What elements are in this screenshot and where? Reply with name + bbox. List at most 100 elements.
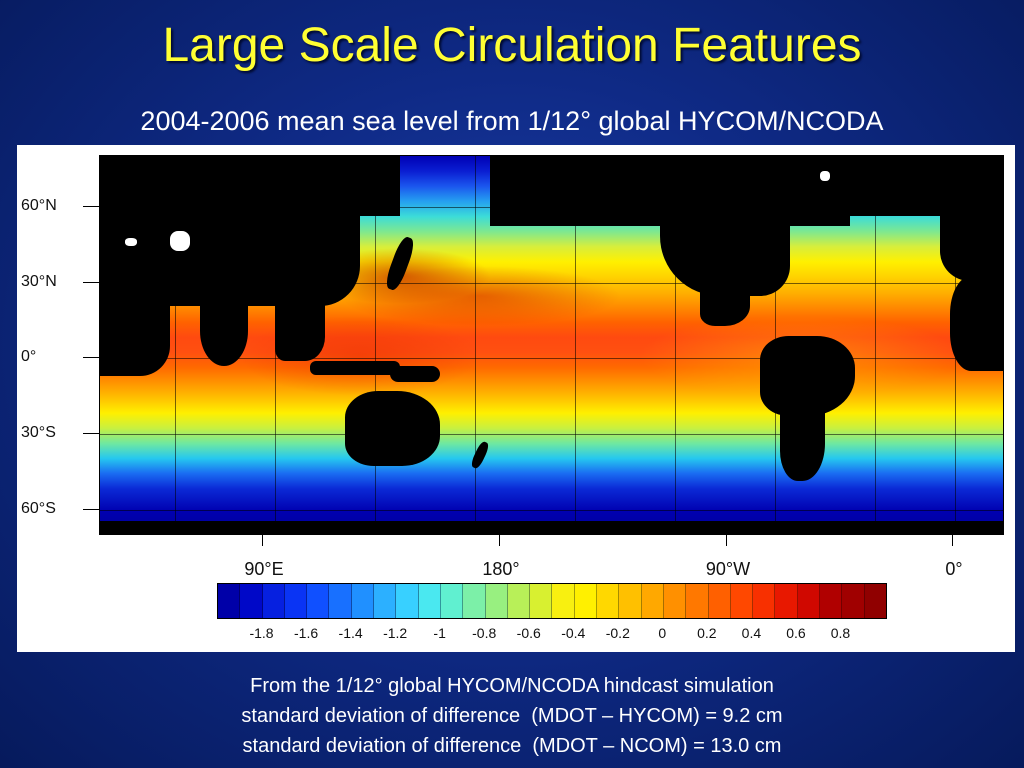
ice-patch xyxy=(125,238,137,246)
colorbar-tick-label: -1.4 xyxy=(338,625,363,641)
lat-tick xyxy=(83,357,99,358)
sea-level-map xyxy=(99,155,1004,535)
ice-patch xyxy=(170,231,190,251)
colorbar-tick-label: 0.2 xyxy=(697,625,717,641)
lon-label-0: 0° xyxy=(945,559,963,579)
landmass-africa-east xyxy=(100,296,170,376)
lon-label-90e: 90°E xyxy=(244,559,284,579)
lon-label-90w: 90°W xyxy=(705,559,751,579)
colorbar-tick-label: -0.2 xyxy=(605,625,630,641)
gridline xyxy=(175,156,176,534)
colorbar-swatch xyxy=(775,584,798,618)
landmass-new-guinea xyxy=(390,366,440,382)
caption: From the 1/12° global HYCOM/NCODA hindca… xyxy=(0,671,1024,761)
gridline xyxy=(575,156,576,534)
colorbar-swatch xyxy=(240,584,263,618)
landmass-asia xyxy=(100,211,360,306)
colorbar-tick-label: -1.6 xyxy=(294,625,319,641)
lon-tick xyxy=(952,534,953,546)
colorbar-swatch xyxy=(708,584,731,618)
lat-label-30s: 30°S xyxy=(21,424,56,441)
colorbar-swatch xyxy=(753,584,776,618)
gridline xyxy=(100,358,1003,359)
lon-tick xyxy=(499,534,500,546)
landmass-antarctica xyxy=(100,521,1003,534)
colorbar-swatch xyxy=(641,584,664,618)
landmass-arctic xyxy=(490,156,850,226)
colorbar-tick-label: -0.8 xyxy=(472,625,497,641)
colorbar-swatch xyxy=(307,584,330,618)
landmass-greenland-europe xyxy=(820,156,1003,216)
slide-subtitle: 2004-2006 mean sea level from 1/12° glob… xyxy=(140,106,884,136)
lat-tick xyxy=(83,509,99,510)
figure-panel: 60°N 30°N 0° 30°S 60°S xyxy=(17,145,1015,652)
lat-tick xyxy=(83,433,99,434)
lon-tick xyxy=(262,534,263,546)
lat-tick xyxy=(83,206,99,207)
colorbar-swatch xyxy=(552,584,575,618)
colorbar-swatch xyxy=(686,584,709,618)
colorbar-swatch xyxy=(374,584,397,618)
landmass-eurasia xyxy=(100,156,400,216)
caption-line-2: standard deviation of difference (MDOT –… xyxy=(241,705,783,727)
landmass-indonesia xyxy=(310,361,400,375)
landmass-new-zealand xyxy=(469,440,491,470)
landmass-india xyxy=(200,296,248,366)
colorbar-tick-label: -1 xyxy=(433,625,446,641)
colorbar-tick-label: 0.4 xyxy=(741,625,762,641)
gridline xyxy=(675,156,676,534)
landmass-europe xyxy=(940,211,1003,281)
colorbar-swatch xyxy=(820,584,843,618)
colorbar xyxy=(217,583,887,619)
colorbar-swatch xyxy=(842,584,865,618)
colorbar-swatch xyxy=(530,584,553,618)
colorbar-swatch xyxy=(663,584,687,618)
slide-title: Large Scale Circulation Features xyxy=(162,19,862,72)
lat-label-60s: 60°S xyxy=(21,500,56,517)
gridline xyxy=(100,510,1003,511)
colorbar-tick-label: 0.6 xyxy=(786,625,806,641)
landmass-south-america xyxy=(760,336,855,416)
lon-label-180: 180° xyxy=(482,559,520,579)
ice-patch xyxy=(820,171,830,181)
colorbar-swatch xyxy=(440,584,464,618)
lat-label-equator: 0° xyxy=(21,348,37,365)
landmass-australia xyxy=(345,391,440,466)
caption-line-1: From the 1/12° global HYCOM/NCODA hindca… xyxy=(250,675,774,697)
colorbar-swatch xyxy=(396,584,419,618)
colorbar-swatch xyxy=(797,584,821,618)
caption-line-3: standard deviation of difference (MDOT –… xyxy=(242,735,782,757)
lat-tick xyxy=(83,282,99,283)
colorbar-tick-label: 0.8 xyxy=(830,625,851,641)
colorbar-tick-label: -1.2 xyxy=(383,625,408,641)
colorbar-tick-label: -1.8 xyxy=(249,625,274,641)
colorbar-swatch xyxy=(329,584,352,618)
gridline xyxy=(100,434,1003,435)
colorbar-swatch xyxy=(485,584,508,618)
colorbar-swatch xyxy=(262,584,285,618)
landmass-africa-west xyxy=(950,276,1003,371)
gridline xyxy=(875,156,876,534)
gridline xyxy=(475,156,476,534)
colorbar-swatch xyxy=(463,584,486,618)
colorbar-swatch xyxy=(418,584,441,618)
landmass-central-america xyxy=(700,286,750,326)
lat-label-30n: 30°N xyxy=(21,273,57,290)
colorbar-tick-label: 0 xyxy=(658,625,667,641)
lon-tick xyxy=(726,534,727,546)
colorbar-swatch xyxy=(351,584,375,618)
colorbar-swatch xyxy=(284,584,308,618)
colorbar-swatch xyxy=(597,584,620,618)
colorbar-swatch xyxy=(864,584,886,618)
gridline xyxy=(375,156,376,534)
gridline xyxy=(100,283,1003,284)
colorbar-tick-label: -0.4 xyxy=(561,625,586,641)
landmass-north-america xyxy=(660,216,790,296)
lat-label-60n: 60°N xyxy=(21,197,57,214)
landmass-se-asia xyxy=(275,301,325,361)
colorbar-swatch xyxy=(574,584,598,618)
colorbar-swatch xyxy=(730,584,754,618)
colorbar-swatch xyxy=(619,584,642,618)
colorbar-swatch xyxy=(218,584,241,618)
colorbar-tick-label: -0.6 xyxy=(516,625,541,641)
